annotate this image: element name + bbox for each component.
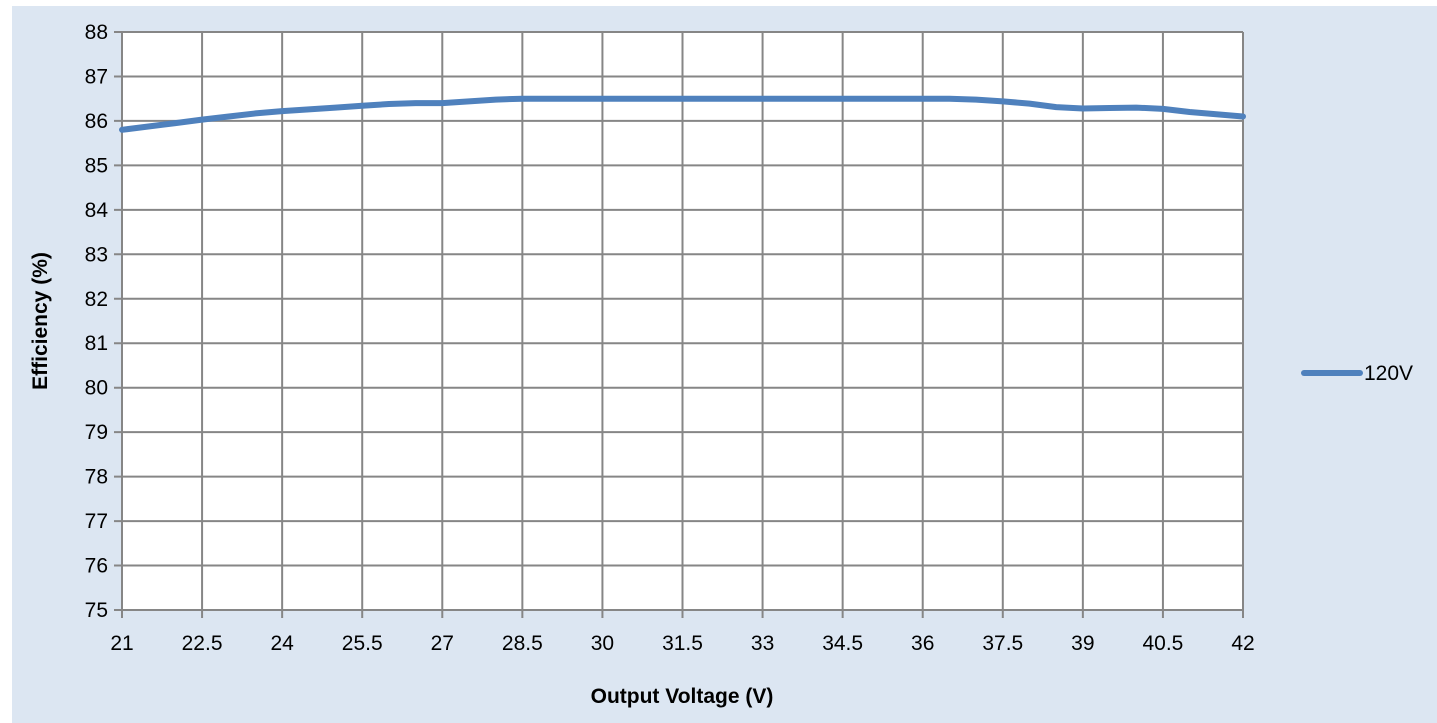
x-tick-label: 40.5	[1142, 632, 1183, 655]
x-tick-label: 34.5	[822, 632, 863, 655]
x-tick-label: 36	[911, 632, 934, 655]
x-tick-label: 24	[270, 632, 294, 655]
y-tick-label: 86	[85, 110, 108, 133]
x-tick-label: 27	[431, 632, 454, 655]
x-axis-title: Output Voltage (V)	[591, 685, 774, 708]
y-tick-label: 80	[85, 377, 108, 400]
y-tick-label: 78	[85, 466, 108, 489]
y-tick-label: 84	[85, 199, 109, 222]
y-tick-label: 77	[85, 510, 108, 533]
x-tick-label: 39	[1071, 632, 1094, 655]
x-tick-label: 31.5	[662, 632, 703, 655]
y-tick-label: 81	[85, 332, 108, 355]
x-tick-label: 42	[1231, 632, 1254, 655]
legend: 120V	[1301, 362, 1413, 385]
series-line-120v	[119, 95, 1246, 133]
x-tick-label: 33	[751, 632, 774, 655]
legend-label-120v: 120V	[1364, 362, 1413, 385]
gridlines	[114, 31, 1244, 618]
y-tick-label: 76	[85, 555, 108, 578]
x-tick-label: 25.5	[342, 632, 383, 655]
y-tick-label: 82	[85, 288, 108, 311]
x-tick-label: 30	[591, 632, 614, 655]
x-tick-label: 28.5	[502, 632, 543, 655]
y-tick-label: 83	[85, 243, 108, 266]
x-tick-label: 21	[110, 632, 133, 655]
series-layer	[119, 95, 1246, 133]
y-tick-label: 87	[85, 65, 108, 88]
chart-svg: 21 22.5 24 25.5 27 28.5 30 31.5 33 34.5 36 37.5 39 40…	[29, 21, 1413, 708]
y-tick-label: 79	[85, 421, 108, 444]
x-tick-label: 37.5	[982, 632, 1023, 655]
y-tick-label: 75	[85, 599, 108, 622]
y-axis-title: Efficiency (%)	[29, 252, 52, 390]
chart-area: 21 22.5 24 25.5 27 28.5 30 31.5 33 34.5 36 37.5 39 40…	[12, 6, 1437, 723]
x-tick-label: 22.5	[182, 632, 223, 655]
tick-labels: 21 22.5 24 25.5 27 28.5 30 31.5 33 34.5 36 37.5 39 40…	[85, 21, 1255, 655]
y-tick-label: 85	[85, 154, 108, 177]
y-tick-label: 88	[85, 21, 108, 44]
